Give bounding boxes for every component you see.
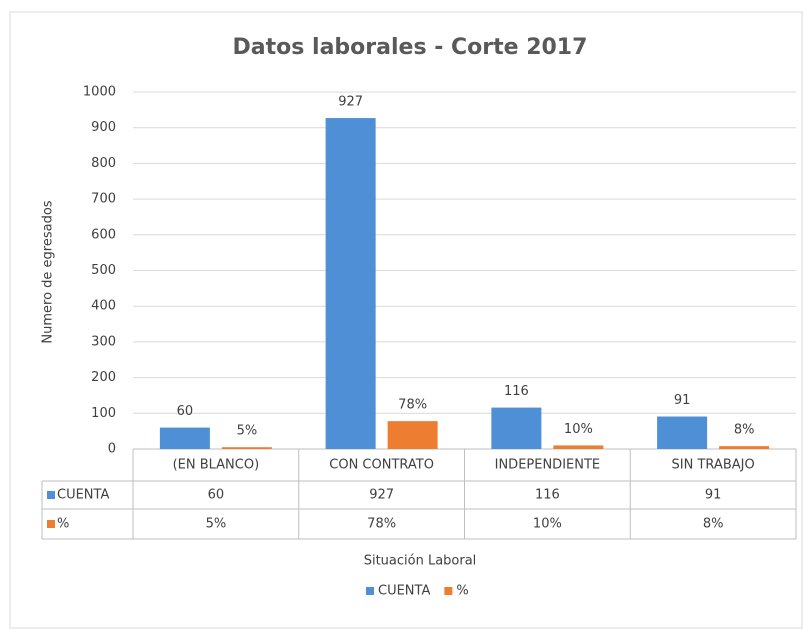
x-tick-label: CON CONTRATO [329, 458, 434, 473]
data-label: 78% [398, 398, 427, 413]
y-tick-label: 300 [91, 334, 116, 349]
y-tick-label: 400 [91, 299, 116, 314]
bar [221, 447, 272, 449]
bar [553, 445, 604, 449]
y-tick-label: 100 [91, 406, 116, 421]
bar [159, 427, 210, 449]
table-cell: 10% [533, 517, 562, 532]
chart-border [9, 11, 803, 629]
chart-title: Datos laborales - Corte 2017 [233, 35, 588, 60]
table-cell: 5% [206, 517, 227, 532]
legend-label: % [456, 584, 468, 599]
y-tick-label: 900 [91, 120, 116, 135]
x-axis-title: Situación Laboral [364, 554, 477, 569]
data-label: 8% [734, 423, 755, 438]
legend-key [366, 587, 374, 595]
table-cell: 60 [208, 488, 225, 503]
data-label: 5% [237, 424, 258, 439]
data-label: 60 [177, 404, 194, 419]
y-tick-label: 200 [91, 370, 116, 385]
bar [325, 118, 376, 449]
table-row-header: CUENTA [57, 488, 109, 503]
table-legend-key [47, 520, 55, 528]
table-row-header: % [57, 517, 69, 532]
table-legend-key [47, 491, 55, 499]
y-tick-label: 500 [91, 263, 116, 278]
table-cell: 927 [369, 488, 394, 503]
legend-label: CUENTA [378, 584, 430, 599]
bar [719, 446, 770, 449]
data-label: 10% [564, 422, 593, 437]
table-cell: 116 [535, 488, 560, 503]
y-tick-label: 0 [108, 442, 116, 457]
legend-key [444, 587, 453, 595]
bar [657, 416, 708, 449]
y-axis-title: Numero de egresados [41, 200, 56, 343]
bar [387, 421, 438, 449]
y-tick-label: 700 [91, 192, 116, 207]
y-tick-label: 800 [91, 156, 116, 171]
data-label: 91 [674, 393, 691, 408]
table-cell: 78% [367, 517, 396, 532]
data-label: 116 [504, 384, 529, 399]
bar [491, 407, 542, 449]
y-tick-label: 1000 [83, 85, 116, 100]
data-label: 927 [338, 95, 363, 110]
table-cell: 8% [703, 517, 724, 532]
x-tick-label: SIN TRABAJO [672, 458, 755, 473]
y-tick-label: 600 [91, 227, 116, 242]
x-tick-label: (EN BLANCO) [173, 458, 260, 473]
x-tick-label: INDEPENDIENTE [495, 458, 601, 473]
table-cell: 91 [705, 488, 722, 503]
